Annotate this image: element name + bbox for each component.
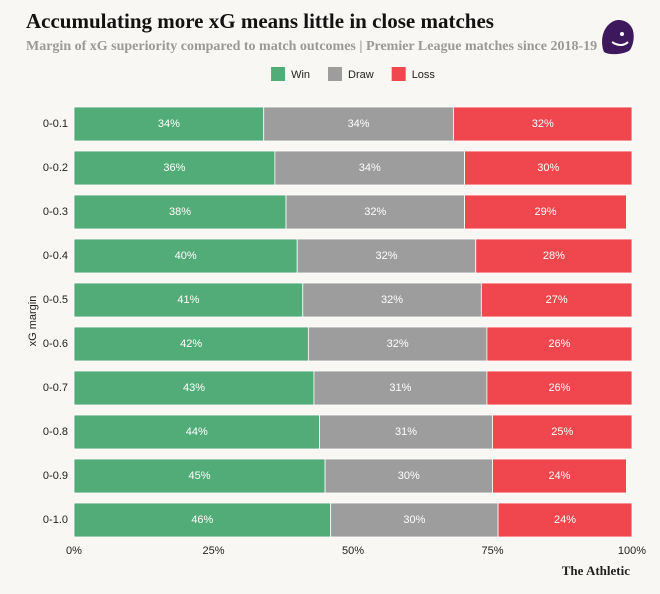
value-label: 43% — [183, 382, 205, 394]
bar-segment — [453, 106, 633, 142]
chart-subtitle: Margin of xG superiority compared to mat… — [26, 39, 597, 54]
bar-segment — [274, 150, 466, 186]
value-label: 30% — [537, 162, 559, 174]
value-label: 36% — [163, 162, 185, 174]
value-label: 25% — [551, 426, 573, 438]
legend-swatch — [271, 67, 286, 81]
value-label: 26% — [548, 338, 570, 350]
value-label: 30% — [398, 470, 420, 482]
bar-segment — [486, 370, 633, 406]
legend-swatch — [391, 67, 406, 81]
y-tick-label: 0-0.5 — [43, 294, 68, 306]
value-label: 34% — [359, 162, 381, 174]
bar-segment — [73, 502, 332, 538]
y-axis-label: xG margin — [27, 296, 39, 347]
value-label: 34% — [348, 118, 370, 130]
x-tick-label: 50% — [342, 545, 364, 557]
value-label: 29% — [534, 206, 556, 218]
bar-segment — [324, 458, 493, 494]
bar-segment — [492, 458, 627, 494]
bar-segment — [319, 414, 493, 450]
legend-swatch — [328, 67, 343, 81]
y-tick-label: 0-0.8 — [43, 426, 68, 438]
value-label: 34% — [158, 118, 180, 130]
bar-segment — [73, 370, 315, 406]
y-tick-label: 0-0.6 — [43, 338, 68, 350]
y-tick-label: 0-0.1 — [43, 118, 68, 130]
x-tick-label: 0% — [66, 545, 82, 557]
y-tick-label: 0-0.2 — [43, 162, 68, 174]
bar-segment — [313, 370, 488, 406]
bar-segment — [492, 414, 633, 450]
x-tick-label: 75% — [481, 545, 503, 557]
value-label: 41% — [177, 294, 199, 306]
value-label: 30% — [403, 514, 425, 526]
value-label: 32% — [381, 294, 403, 306]
bar-segment — [73, 414, 320, 450]
value-label: 38% — [169, 206, 191, 218]
value-label: 32% — [532, 118, 554, 130]
y-tick-label: 0-0.9 — [43, 470, 68, 482]
legend-label: Draw — [348, 69, 374, 81]
value-label: 31% — [395, 426, 417, 438]
bar-segment — [73, 150, 276, 186]
value-label: 46% — [191, 514, 213, 526]
value-label: 27% — [546, 294, 568, 306]
bar-segment — [486, 326, 633, 362]
bar-segment — [263, 106, 454, 142]
value-label: 28% — [543, 250, 565, 262]
y-tick-label: 0-0.4 — [43, 250, 68, 262]
value-label: 32% — [364, 206, 386, 218]
value-label: 24% — [554, 514, 576, 526]
value-label: 32% — [375, 250, 397, 262]
bar-segment — [497, 502, 633, 538]
bar-segment — [464, 194, 627, 230]
bar-segment — [475, 238, 633, 274]
chart-title: Accumulating more xG means little in clo… — [26, 9, 494, 33]
value-label: 26% — [548, 382, 570, 394]
bar-segment — [285, 194, 466, 230]
bar-segment — [73, 106, 265, 142]
value-label: 31% — [389, 382, 411, 394]
y-tick-label: 0-1.0 — [43, 514, 68, 526]
legend: Win Draw Loss — [271, 67, 435, 81]
league-logo — [602, 20, 634, 55]
value-label: 44% — [186, 426, 208, 438]
bar-segment — [73, 282, 304, 318]
bar-segment — [73, 458, 326, 494]
value-label: 45% — [189, 470, 211, 482]
bar-segment — [464, 150, 633, 186]
bar-segment — [330, 502, 499, 538]
bar-segment — [480, 282, 633, 318]
legend-label: Loss — [412, 69, 436, 81]
value-label: 24% — [548, 470, 570, 482]
x-tick-label: 25% — [202, 545, 224, 557]
legend-label: Win — [291, 69, 310, 81]
value-label: 40% — [175, 250, 197, 262]
bar-segment — [307, 326, 488, 362]
bar-segment — [73, 238, 298, 274]
source: The Athletic — [562, 563, 630, 578]
y-tick-label: 0-0.7 — [43, 382, 68, 394]
y-tick-label: 0-0.3 — [43, 206, 68, 218]
x-tick-label: 100% — [618, 545, 646, 557]
bar-segment — [296, 238, 477, 274]
value-label: 32% — [387, 338, 409, 350]
value-label: 42% — [180, 338, 202, 350]
